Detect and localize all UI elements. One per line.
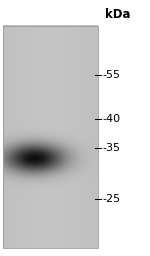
Text: -35: -35	[102, 143, 120, 153]
Text: kDa: kDa	[105, 8, 130, 21]
Text: -25: -25	[102, 194, 120, 204]
Text: -55: -55	[102, 70, 120, 80]
Text: -40: -40	[102, 114, 120, 124]
Bar	[3, 26, 98, 248]
